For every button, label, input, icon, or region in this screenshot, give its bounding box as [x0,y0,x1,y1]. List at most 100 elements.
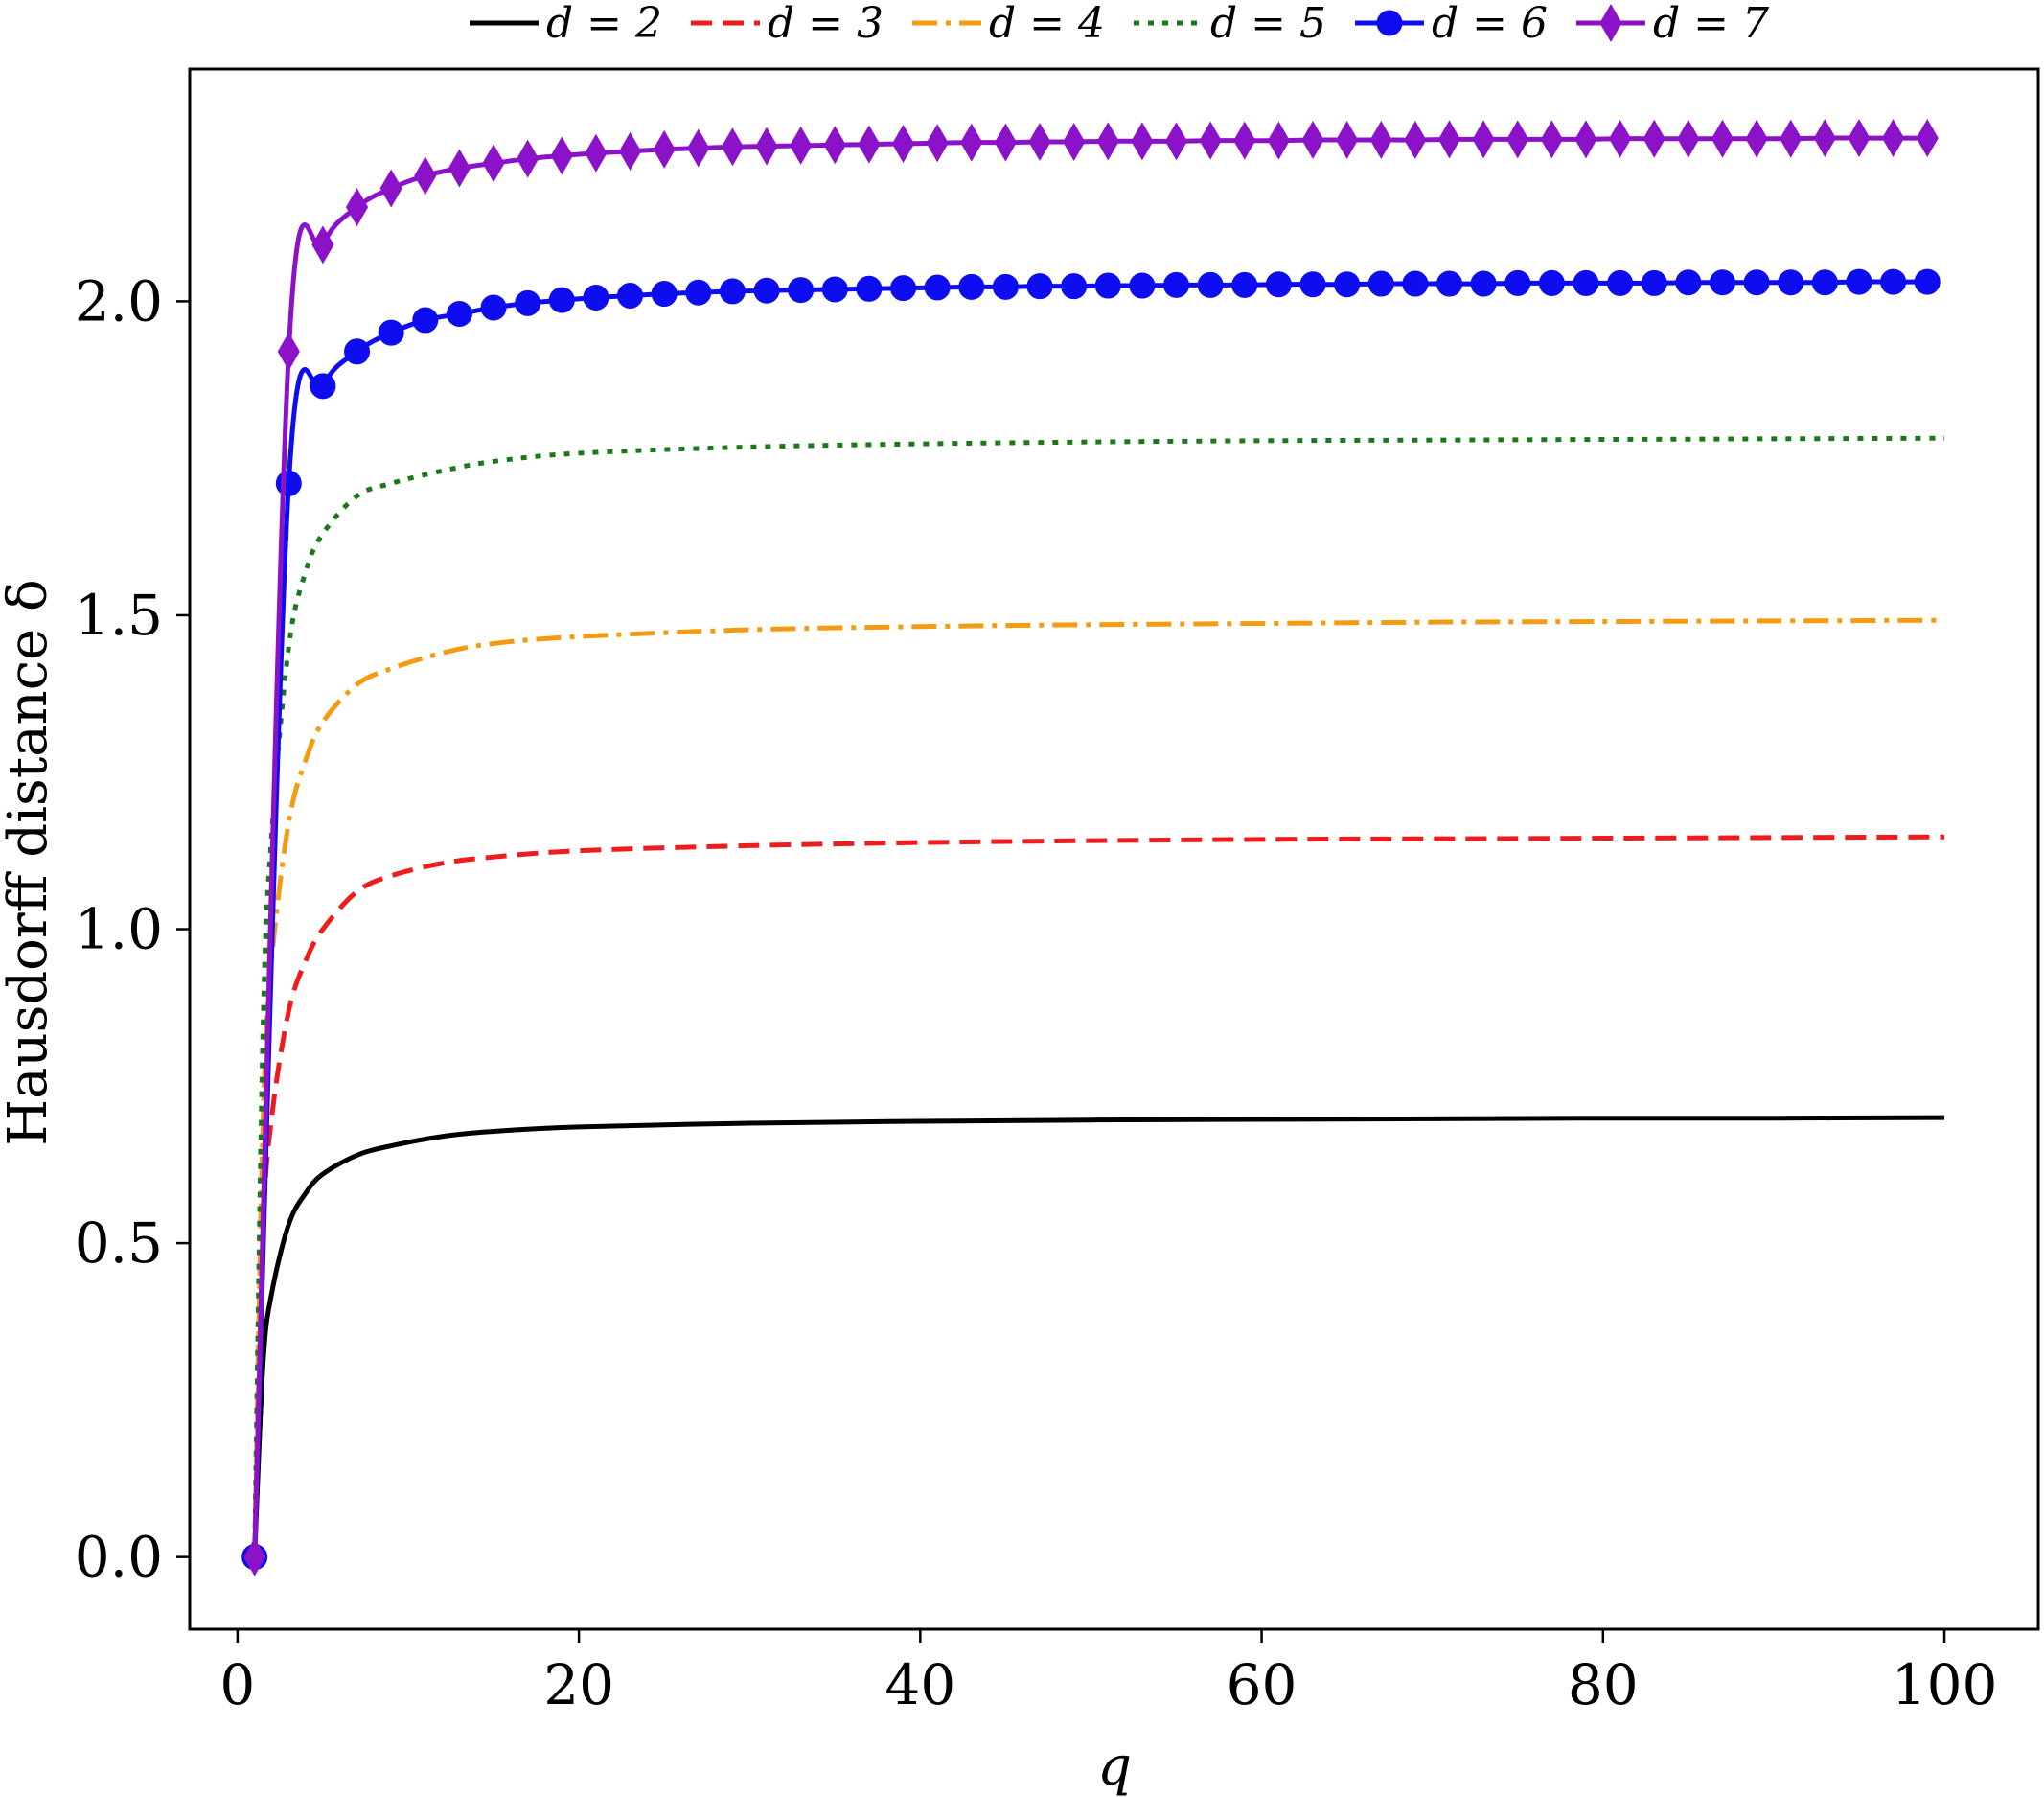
data-point [548,287,575,313]
plot-area-frame [188,67,2040,1631]
data-point [1369,121,1392,160]
data-point [1677,119,1700,158]
x-tick-label: 0 [219,1652,255,1717]
legend-label: d = 5 [1210,0,1326,48]
data-point [1231,271,1258,298]
data-point [1435,270,1462,297]
data-point [721,127,744,167]
series-3 [252,834,1945,1557]
data-point [1609,119,1632,158]
data-point [1163,271,1190,298]
data-point [1437,120,1461,159]
data-point [755,127,778,166]
data-point [1743,269,1770,296]
legend-marker [1376,10,1403,36]
legend-label: d = 6 [1432,0,1548,48]
data-point [1880,268,1907,295]
data-point [1540,120,1563,159]
data-point [446,301,472,328]
legend-item: d = 7 [1576,0,1769,48]
series-2 [252,1115,1945,1557]
data-point [515,289,541,316]
x-axis-label: q [1097,1736,1132,1797]
data-point [890,275,917,302]
data-point [788,277,815,304]
data-point [414,156,437,196]
data-point [1197,271,1224,298]
legend-item: d = 2 [470,0,662,48]
data-point [653,129,676,169]
x-tick-label: 100 [1892,1652,1998,1717]
data-point [1267,121,1290,160]
data-point [617,283,644,310]
data-point [1367,270,1394,297]
legend-label: d = 3 [768,0,884,48]
x-tick-label: 80 [1568,1652,1639,1717]
data-point [412,307,439,334]
data-point [1299,271,1326,298]
data-point [685,279,712,306]
x-axis: 0 20 40 60 80 100 [219,1629,1997,1717]
series-line [252,279,1928,1557]
data-point [821,276,848,303]
data-point [1131,122,1154,161]
data-point [243,1537,266,1577]
data-point [482,144,505,183]
data-point [618,131,642,171]
data-point [480,294,507,321]
legend-item: d = 6 [1355,0,1548,48]
legend: d = 2 d = 3 d = 4 d = 5 d = 6 d = 7 [470,0,1769,48]
data-point [550,136,573,175]
data-point [1675,269,1702,296]
series-line [252,135,1928,1557]
data-point [1813,119,1836,158]
data-point [1334,271,1361,298]
series-5 [252,435,1945,1557]
series-line [252,617,1945,1557]
x-tick-label: 20 [543,1652,614,1717]
data-point [790,126,813,165]
series-4 [252,617,1945,1557]
data-point [517,139,540,178]
data-point [1811,269,1838,296]
series-line [252,834,1945,1557]
data-point [719,278,746,305]
data-point [823,126,846,165]
data-point [1336,121,1359,160]
data-point [1096,122,1119,161]
y-tick-label: 1.5 [75,583,163,648]
data-point [1916,119,1939,158]
y-tick-label: 0.0 [75,1525,163,1590]
series-line [252,435,1945,1557]
data-point [1265,271,1292,298]
data-point [1506,120,1529,159]
data-point [1642,119,1665,158]
data-point [1574,120,1597,159]
data-point [1063,122,1086,161]
data-point [311,225,334,265]
data-point [1129,272,1156,299]
data-point [583,284,609,311]
data-point [1472,120,1495,159]
data-point [1709,269,1735,296]
data-point [310,373,336,400]
data-point [992,273,1019,300]
legend-item: d = 5 [1134,0,1326,48]
y-tick-label: 1.0 [75,897,163,962]
data-point [1404,121,1427,160]
data-point [960,123,983,162]
data-point [1846,268,1872,295]
data-point [1780,119,1803,158]
y-axis-label: Hausdorff distance δ [0,579,59,1145]
data-point [1026,273,1053,300]
legend-label: d = 7 [1653,0,1769,48]
data-point [1199,121,1222,160]
data-point [1882,119,1905,158]
data-point [345,188,369,227]
data-point [924,274,951,301]
legend-item: d = 4 [912,0,1105,48]
data-point [1301,121,1324,160]
data-point [856,275,883,302]
x-tick-label: 60 [1227,1652,1298,1717]
